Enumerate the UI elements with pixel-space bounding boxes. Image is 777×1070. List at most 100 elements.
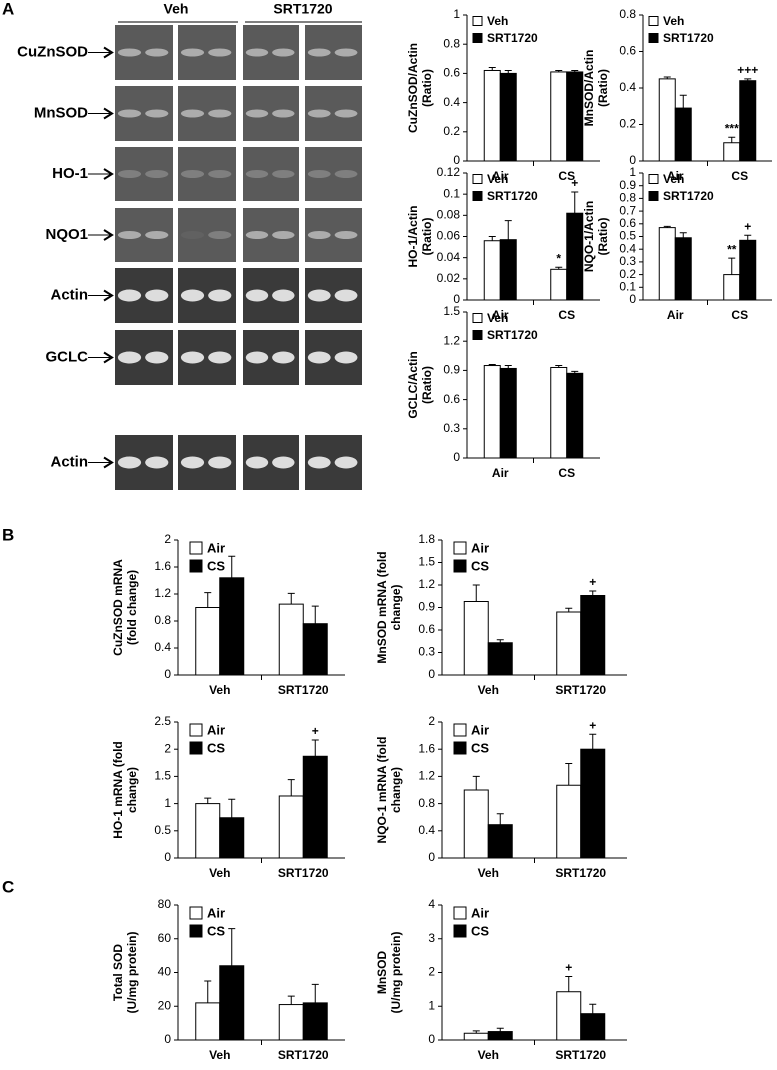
error-bar <box>744 234 752 241</box>
x-tick-label: Veh <box>209 866 230 880</box>
y-tick-label: 0.6 <box>619 216 636 230</box>
gel-band <box>145 351 169 364</box>
y-tick-label: 0.9 <box>619 178 636 192</box>
x-tick-label: Air <box>492 466 509 480</box>
legend-swatch <box>453 559 467 573</box>
legend-swatch <box>453 541 467 555</box>
significance-mark: + <box>565 961 572 975</box>
gel-band <box>307 351 331 364</box>
y-tick-label: 2 <box>164 741 171 755</box>
y-tick-label: 0.4 <box>418 823 435 837</box>
y-tick-label: 2 <box>164 532 171 546</box>
gel-band <box>117 170 142 178</box>
error-bar <box>472 775 480 790</box>
error-bar <box>504 365 512 369</box>
error-bar <box>571 370 579 374</box>
error-bar <box>472 584 480 602</box>
y-tick-label: 0.8 <box>443 36 460 50</box>
gel-band <box>245 351 269 364</box>
error-bar <box>472 1030 480 1034</box>
bar <box>556 611 582 676</box>
y-axis-label: (Ratio) <box>596 69 610 107</box>
y-tick-label: 1.6 <box>154 559 171 573</box>
error-bar <box>488 236 496 241</box>
gel-band <box>180 48 205 57</box>
y-tick-label: 0.2 <box>619 267 636 281</box>
gel-band <box>180 170 205 178</box>
bar-chart: 0 0.02 0.04 0.06 0.08 0.1 0.12 HO-1/Actin (Ratio… <box>406 165 600 322</box>
y-tick-label: 0.6 <box>619 44 636 58</box>
row-label: Actin <box>51 286 89 303</box>
y-tick-label: 0 <box>428 1032 435 1046</box>
gel-band <box>180 231 205 239</box>
y-tick-label: 0.4 <box>619 241 636 255</box>
legend-swatch <box>472 313 483 323</box>
y-tick-label: 0.3 <box>619 254 636 268</box>
gel-band <box>117 351 142 364</box>
legend-label: Air <box>471 540 489 555</box>
legend-swatch <box>648 33 659 43</box>
bar <box>483 240 501 301</box>
bar <box>499 239 517 301</box>
significance-mark: + <box>312 724 319 738</box>
y-tick-label: 0.2 <box>443 124 460 138</box>
legend-label: CS <box>207 923 225 938</box>
bar <box>550 366 568 459</box>
bar <box>658 227 676 301</box>
x-tick-label: Veh <box>478 866 499 880</box>
blot-panel: VehSRT1720AirCSAirCSCuZnSODMnSODHO-1NQO1… <box>17 1 362 490</box>
bar-chart: 0 0.4 0.8 1.2 1.6 2 CuZnSOD mRNA (fold change) V… <box>111 532 345 697</box>
error-bar <box>204 797 212 804</box>
y-tick-label: 0.1 <box>443 186 460 200</box>
row-label: CuZnSOD <box>17 43 88 60</box>
bar <box>463 789 489 859</box>
y-tick-label: 1.2 <box>418 577 435 591</box>
significance-mark: *** <box>725 121 739 135</box>
legend-label: Air <box>207 722 225 737</box>
x-tick-label: CS <box>558 169 575 183</box>
gel-lane <box>178 208 236 262</box>
bar <box>550 71 568 162</box>
legend-label: CS <box>207 740 225 755</box>
x-tick-label: Air <box>667 308 684 322</box>
y-tick-label: 0.12 <box>437 165 461 179</box>
x-tick-label: Air <box>492 169 509 183</box>
y-tick-label: 0.02 <box>437 271 461 285</box>
y-tick-label: 0.04 <box>437 250 461 264</box>
y-tick-label: 1.2 <box>418 769 435 783</box>
panel-label: C <box>2 877 14 896</box>
gel-band <box>117 289 142 302</box>
y-axis-label: MnSOD/Actin <box>582 50 596 127</box>
y-tick-label: 1.5 <box>418 555 435 569</box>
y-tick-label: 0.4 <box>443 95 460 109</box>
x-tick-label: CS <box>731 308 748 322</box>
row-label: NQO1 <box>45 226 88 243</box>
y-axis-label: (Ratio) <box>420 366 434 404</box>
bar <box>674 107 692 162</box>
bar <box>739 80 757 162</box>
legend-swatch <box>472 330 483 340</box>
legend-label: Air <box>471 905 489 920</box>
y-tick-label: 1.6 <box>418 741 435 755</box>
row-arrow-head <box>103 456 114 469</box>
gel-band <box>208 456 232 469</box>
y-tick-label: 0.08 <box>437 208 461 222</box>
bar-chart: 0 20 40 60 80 Total SOD (U/mg protein) Veh SRT17… <box>111 897 345 1062</box>
legend-label: Veh <box>663 14 684 28</box>
panel-label: A <box>2 0 14 18</box>
y-tick-label: 0.5 <box>619 229 636 243</box>
error-bar <box>565 762 573 786</box>
bar <box>487 642 513 676</box>
legend-label: SRT1720 <box>487 189 538 203</box>
bar <box>499 367 517 459</box>
gel-band <box>208 48 232 57</box>
significance-mark: ** <box>727 242 737 256</box>
gel-band <box>245 289 269 302</box>
y-tick-label: 0 <box>453 450 460 464</box>
legend-label: SRT1720 <box>663 189 714 203</box>
bar <box>219 577 245 676</box>
bar <box>499 72 517 162</box>
y-tick-label: 0.6 <box>418 622 435 636</box>
y-axis-label: change) <box>125 767 139 813</box>
y-tick-label: 0.9 <box>443 363 460 377</box>
